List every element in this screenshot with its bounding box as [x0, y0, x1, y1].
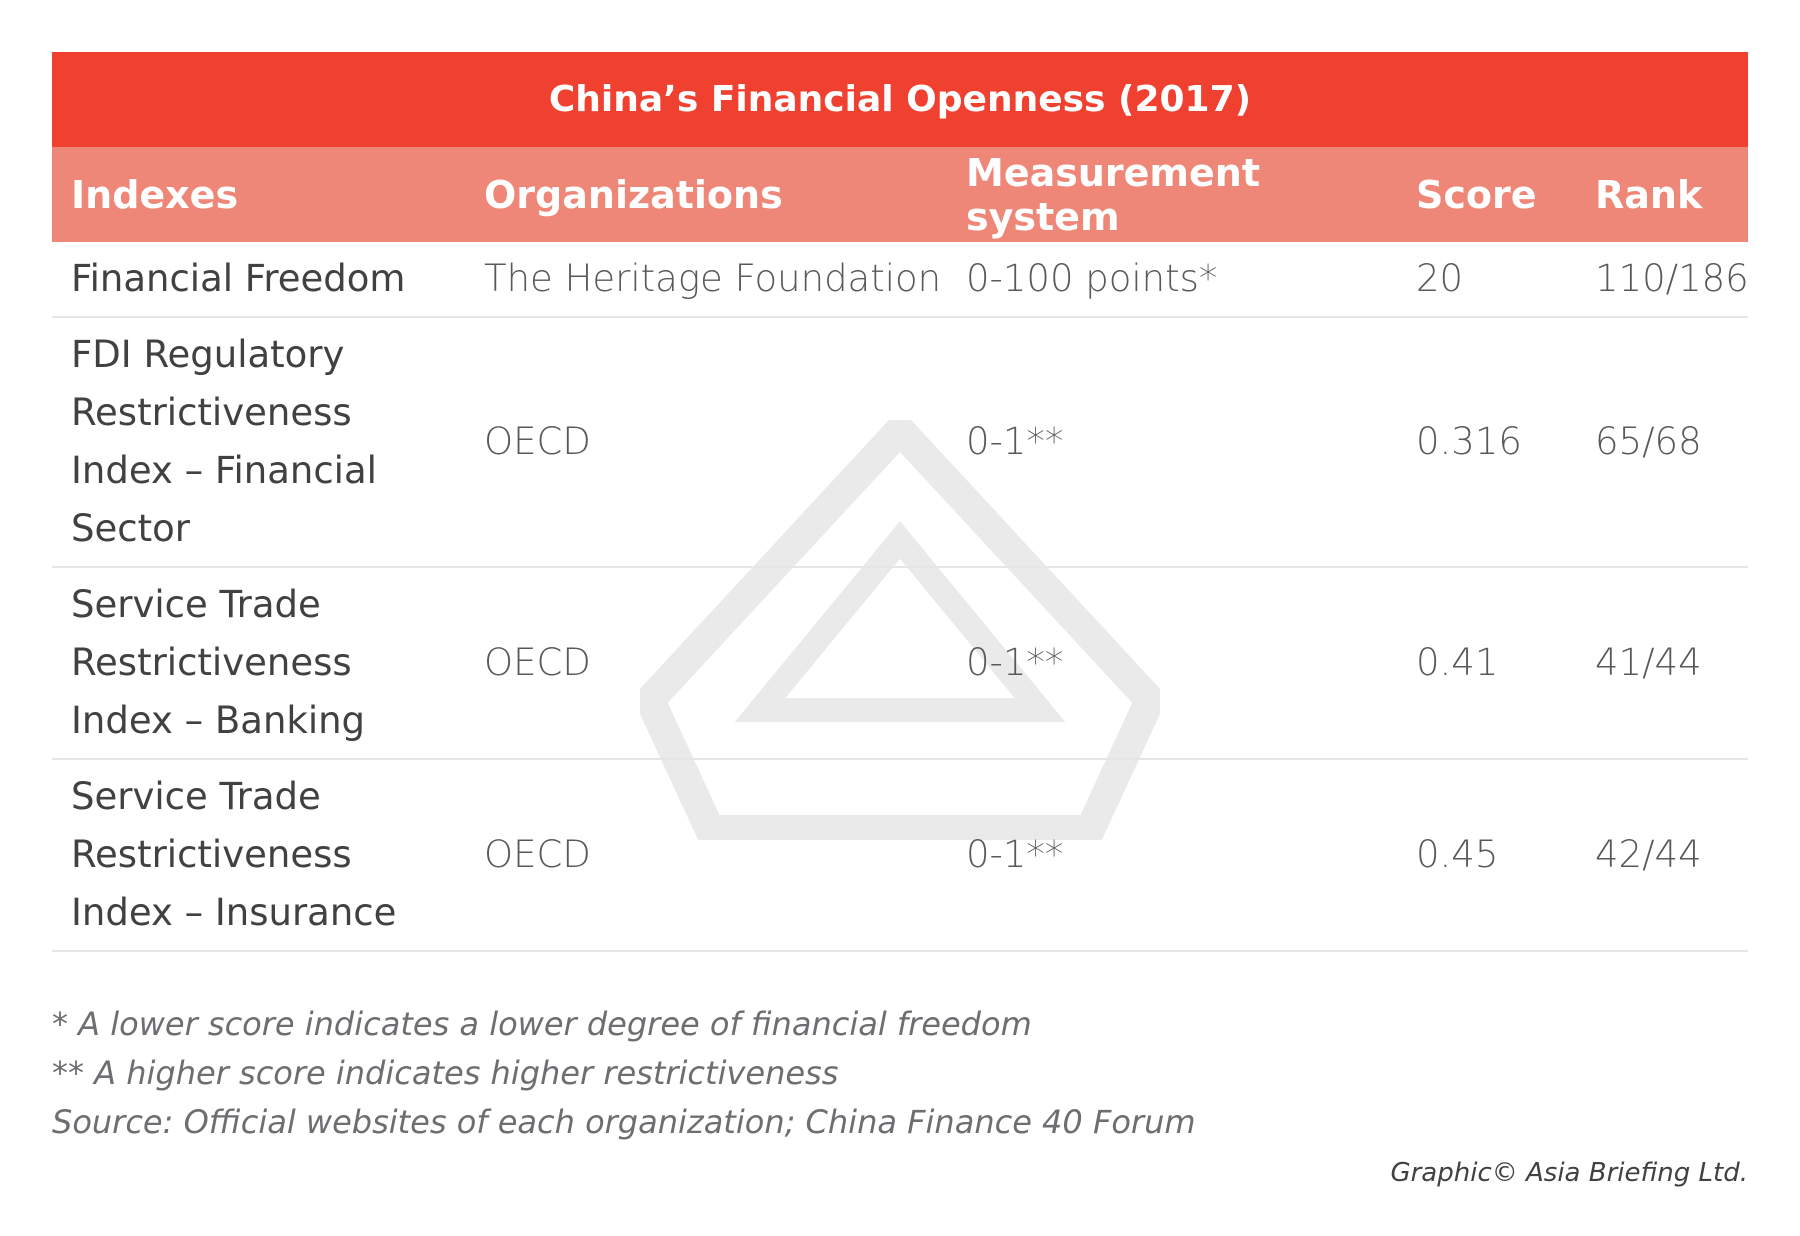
column-header: Organizations [465, 147, 947, 242]
table: Indexes Organizations Measurement system Sc… [52, 147, 1749, 952]
credit: Graphic© Asia Briefing Ltd. [1390, 1158, 1748, 1188]
column-header: Rank [1576, 147, 1748, 242]
note: ** A higher score indicates higher restr… [52, 1054, 839, 1092]
table-cell: 0.316 [1397, 317, 1576, 568]
table-row: Service Trade Restrictiveness Index – In… [52, 759, 1748, 952]
table-cell: 42/44 [1576, 759, 1748, 952]
title: China’s Financial Openness (2017) [52, 52, 1748, 147]
table-wrap: China’s Financial Openness (2017) Indexe… [52, 52, 1749, 952]
table-cell: FDI Regulatory Restrictiveness Index – F… [52, 317, 465, 568]
notes: * A lower score indicates a lower degree… [52, 1000, 1196, 1147]
table-row: FDI Regulatory Restrictiveness Index – F… [52, 317, 1748, 568]
table-cell: 0.45 [1397, 759, 1576, 952]
note: Source: Official websites of each organi… [52, 1103, 1196, 1141]
header-row: Indexes Organizations Measurement system Sc… [52, 147, 1748, 242]
table-cell: 0-100 points* [947, 242, 1397, 318]
table-cell: 0-1** [947, 567, 1397, 760]
table-cell: 20 [1397, 242, 1576, 318]
table-cell: Service Trade Restrictiveness Index – Ba… [52, 567, 465, 760]
table-cell: Financial Freedom [52, 242, 465, 318]
table-cell: 0-1** [947, 317, 1397, 568]
table-cell: OECD [465, 759, 947, 952]
table-cell: OECD [465, 567, 947, 760]
table-cell: 41/44 [1576, 567, 1748, 760]
table-cell: 0-1** [947, 759, 1397, 952]
table-row: Financial Freedom The Heritage Foundation… [52, 242, 1749, 318]
table-cell: OECD [465, 317, 947, 568]
table-cell: Service Trade Restrictiveness Index – In… [52, 759, 465, 952]
note: * A lower score indicates a lower degree… [52, 1005, 1032, 1043]
column-header: Indexes [52, 147, 465, 242]
column-header: Score [1397, 147, 1576, 242]
table-cell: 0.41 [1397, 567, 1576, 760]
table-body: Financial Freedom The Heritage Foundation… [52, 242, 1749, 952]
table-row: Service Trade Restrictiveness Index – Ba… [52, 567, 1748, 760]
table-cell: The Heritage Foundation [465, 242, 947, 318]
table-cell: 65/68 [1576, 317, 1748, 568]
table-cell: 110/186 [1576, 242, 1749, 318]
column-header: Measurement system [947, 147, 1397, 242]
